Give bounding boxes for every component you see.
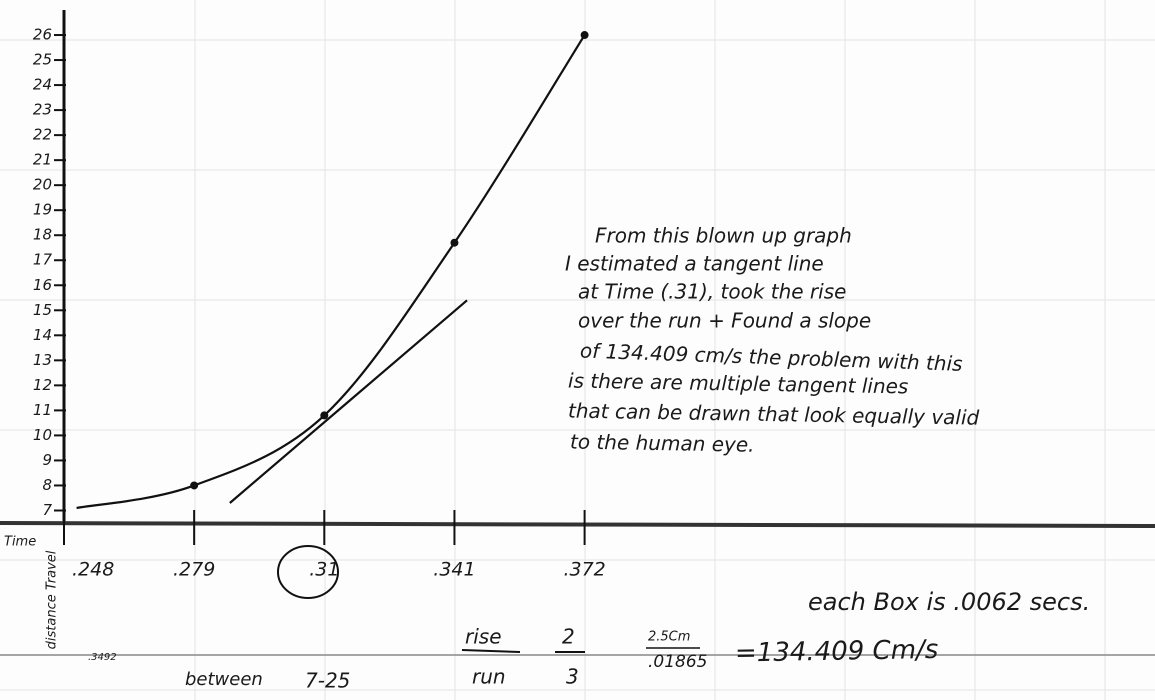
data-point — [320, 411, 328, 419]
y-tick-label: 23 — [33, 101, 52, 119]
y-tick-label: 24 — [33, 76, 52, 94]
y-tick-label: 19 — [33, 201, 52, 219]
y-tick-label: 8 — [42, 476, 52, 494]
x-tick-label: .248 — [72, 559, 114, 581]
annotation: 3 — [566, 665, 579, 689]
annotation: 2 — [562, 625, 575, 649]
data-point — [581, 31, 589, 39]
x-tick-label: .31 — [309, 559, 339, 581]
y-tick-label: 17 — [33, 251, 53, 269]
y-tick-label: 21 — [33, 151, 52, 169]
annotation: run — [472, 665, 506, 689]
y-tick-label: 22 — [33, 126, 52, 144]
annotation: 7-25 — [305, 669, 350, 693]
y-tick-label: 16 — [33, 276, 52, 294]
y-tick-label: 13 — [33, 351, 52, 369]
annotation: I estimated a tangent line — [565, 252, 824, 276]
chart: Time distance Travel 7 8 9 10 11 12 13 14 15 16 17… — [0, 0, 1155, 700]
annotation: .3492 — [88, 652, 117, 663]
y-tick-label: 18 — [33, 226, 52, 244]
annotation: to the human eye. — [570, 430, 755, 457]
y-tick-label: 11 — [33, 401, 52, 419]
annotation: over the run + Found a slope — [578, 309, 871, 333]
annotation: rise — [465, 625, 502, 649]
y-tick-label: 9 — [42, 451, 52, 469]
x-axis-label: Time — [4, 535, 36, 550]
annotation: =134.409 Cm/s — [735, 635, 939, 669]
y-tick-label: 12 — [33, 376, 52, 394]
annotation: between — [185, 669, 263, 690]
y-tick-label: 14 — [33, 326, 52, 344]
annotation: .01865 — [648, 652, 707, 672]
annotation: each Box is .0062 secs. — [808, 588, 1090, 616]
x-tick-label: .341 — [433, 559, 475, 581]
annotation: at Time (.31), took the rise — [578, 280, 846, 304]
data-point — [450, 239, 458, 247]
annotation: From this blown up graph — [595, 224, 852, 248]
y-axis-label: distance Travel — [45, 550, 60, 649]
x-tick-label: .279 — [173, 559, 215, 581]
y-tick-label: 26 — [33, 26, 52, 44]
y-tick-label: 20 — [33, 176, 52, 194]
data-point — [190, 481, 198, 489]
y-tick-label: 7 — [42, 501, 52, 519]
x-tick-label: .372 — [563, 559, 605, 581]
y-tick-label: 25 — [33, 51, 52, 69]
annotation: 2.5Cm — [648, 630, 690, 645]
y-tick-label: 10 — [33, 426, 52, 444]
y-tick-label: 15 — [33, 301, 52, 319]
